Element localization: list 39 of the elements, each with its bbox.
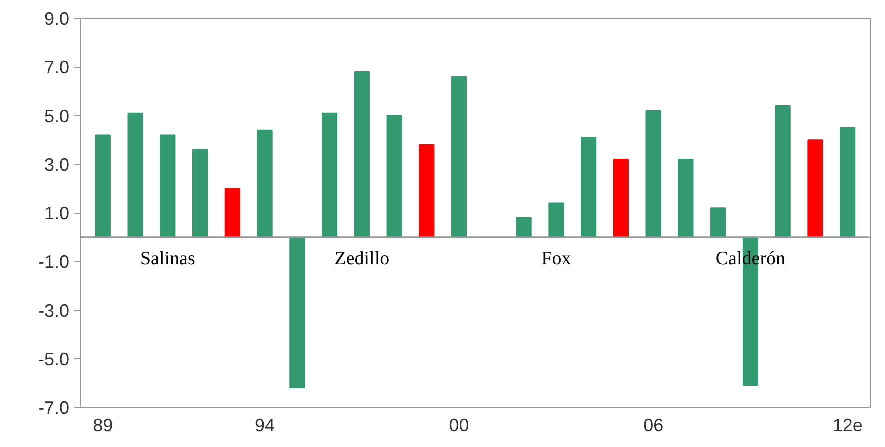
bar: [808, 140, 824, 238]
bar: [224, 188, 240, 238]
bar: [128, 112, 144, 238]
x-tick-label: 12e: [832, 416, 863, 436]
y-tick-label: -7.0: [38, 398, 70, 418]
annotation: Fox: [542, 248, 572, 270]
y-tick-label: 5.0: [44, 106, 70, 126]
bar: [322, 112, 338, 238]
bar: [419, 144, 435, 238]
bar: [613, 159, 629, 238]
bar: [678, 159, 694, 238]
bar: [452, 76, 468, 238]
y-tick-label: 7.0: [44, 58, 70, 78]
y-tick-label: -5.0: [38, 349, 70, 370]
bar: [775, 106, 791, 238]
bar: [548, 202, 564, 238]
y-tick-label: 3.0: [44, 154, 70, 175]
bar: [581, 137, 597, 238]
x-tick-label: 00: [449, 416, 470, 436]
annotation: Salinas: [140, 248, 196, 270]
bar: [516, 217, 532, 238]
bar: [386, 115, 402, 238]
x-tick-label: 94: [255, 416, 276, 436]
annotation: Zedillo: [334, 248, 390, 270]
y-tick-label: -3.0: [38, 300, 70, 321]
y-tick-label: -1.0: [38, 252, 70, 272]
bar: [840, 127, 856, 238]
bar: [160, 134, 176, 238]
x-tick-label: 06: [644, 416, 664, 436]
bar: [710, 208, 726, 238]
bar: [646, 110, 662, 238]
y-tick-label: 9.0: [44, 9, 70, 29]
y-tick-label: 1.0: [44, 204, 70, 224]
bar: [354, 71, 370, 238]
bar: [257, 130, 273, 238]
bar: [192, 149, 208, 238]
x-tick-label: 89: [93, 416, 114, 436]
bar: [95, 134, 111, 238]
bar: [290, 236, 306, 389]
